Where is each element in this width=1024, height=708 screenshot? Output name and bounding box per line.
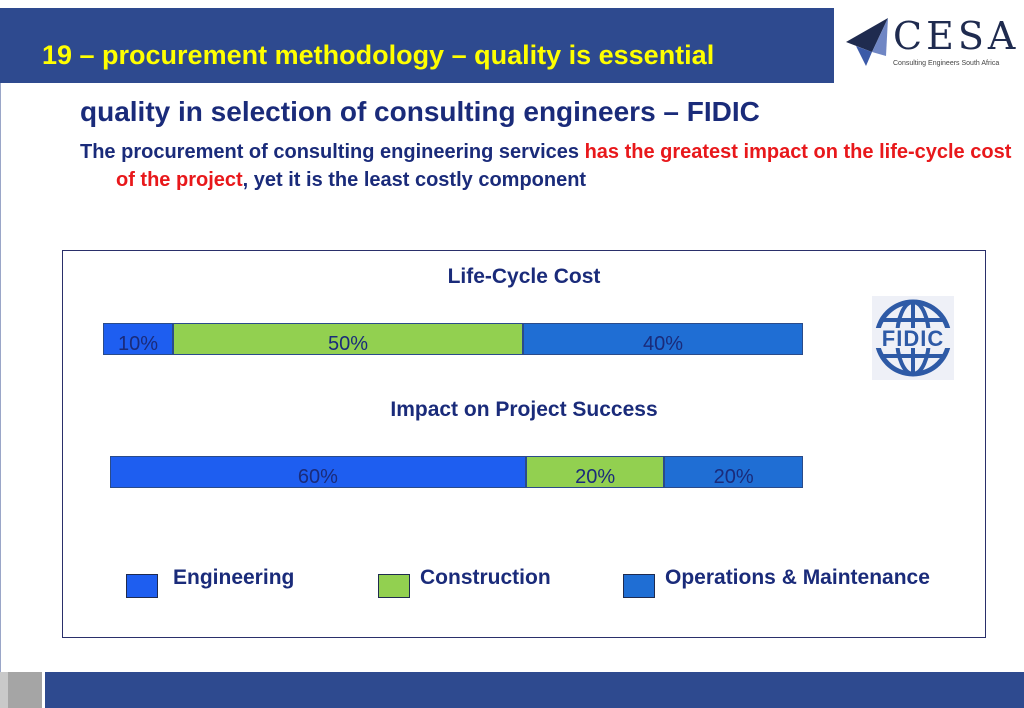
bar-segment-construction: 50%: [173, 323, 523, 355]
slide-title: 19 – procurement methodology – quality i…: [42, 40, 715, 70]
chart-panel: Life-Cycle Cost 10% 50% 40% Impact on Proj…: [62, 250, 986, 638]
left-border-line: [0, 8, 1, 708]
legend-swatch-construction: [378, 574, 410, 598]
title-bar: [0, 8, 834, 83]
fidic-label: FIDIC: [881, 326, 945, 351]
life-cycle-bar: 10% 50% 40%: [103, 323, 803, 355]
bar-value-label: 40%: [642, 333, 684, 355]
body-paragraph: The procurement of consulting engineerin…: [80, 138, 1024, 194]
legend-swatch-operations: [623, 574, 655, 598]
cesa-tagline: Consulting Engineers South Africa: [893, 60, 1000, 67]
legend-label-operations: Operations & Maintenance: [665, 566, 930, 589]
bar-value-label: 60%: [297, 466, 338, 488]
paragraph-text-2: , yet it is the least costly component: [242, 169, 587, 191]
paragraph-text-1: The procurement of consulting engineerin…: [80, 141, 585, 163]
legend-label-construction: Construction: [420, 566, 551, 589]
legend-label-engineering: Engineering: [173, 566, 295, 589]
chart-title-life-cycle: Life-Cycle Cost: [447, 265, 601, 288]
bar-value-label: 50%: [327, 333, 369, 355]
section-heading: quality in selection of consulting engin…: [80, 96, 760, 127]
impact-bar: 60% 20% 20%: [110, 456, 803, 488]
paragraph-highlight: has the greatest impact on the life-cycl…: [116, 141, 1012, 191]
bar-segment-operations: 40%: [523, 323, 803, 355]
chart-title-impact: Impact on Project Success: [390, 398, 658, 421]
bar-segment-operations: 20%: [664, 456, 803, 488]
bar-segment-engineering: 60%: [110, 456, 526, 488]
globe-icon: [874, 299, 952, 377]
fidic-logo: FIDIC: [872, 296, 954, 380]
bar-value-label: 20%: [713, 466, 754, 488]
bar-value-label: 20%: [575, 466, 616, 488]
footer-bar: [45, 672, 1024, 708]
bar-segment-engineering: 10%: [103, 323, 173, 355]
legend-swatch-engineering: [126, 574, 158, 598]
bar-value-label: 10%: [117, 333, 159, 355]
bar-segment-construction: 20%: [525, 456, 665, 488]
footer-gray-inner: [8, 672, 42, 708]
cesa-wordmark: CESA: [893, 14, 1020, 58]
cesa-logo-icon: [846, 18, 888, 66]
